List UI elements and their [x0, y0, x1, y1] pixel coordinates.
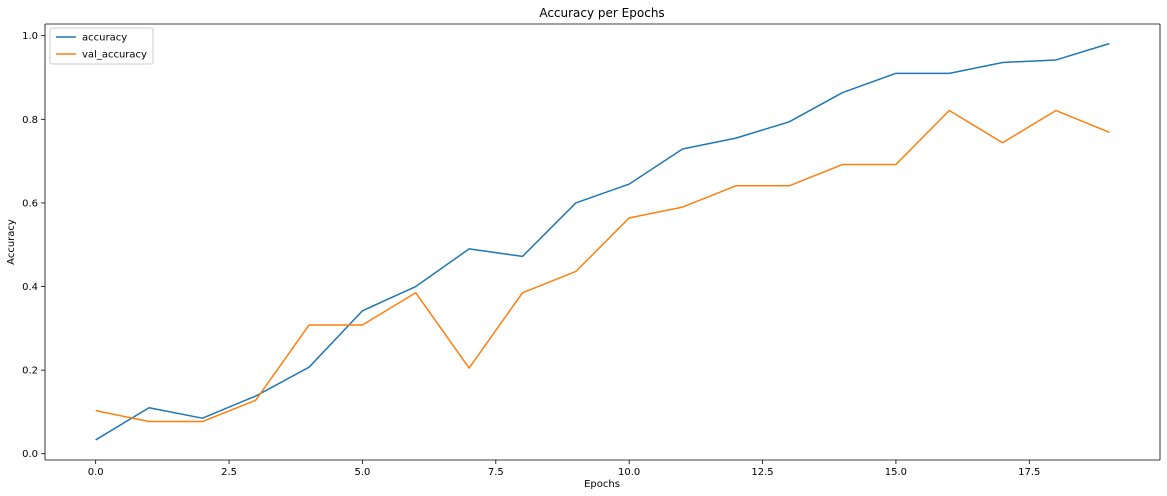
- axes-layer: [44, 23, 1161, 461]
- x-tick-label: 2.5: [221, 467, 237, 478]
- series-layer: [95, 42, 1110, 441]
- y-axis-title: Accuracy: [6, 219, 17, 265]
- x-tick-label: 15.0: [885, 467, 907, 478]
- chart-title: Accuracy per Epochs: [539, 6, 664, 20]
- y-axis-ticks: 0.0 0.2 0.4 0.6 0.8 1.0: [22, 31, 45, 460]
- plot-area: [45, 24, 1160, 460]
- x-tick-label: 7.5: [488, 467, 504, 478]
- y-tick-label: 0.2: [22, 366, 38, 377]
- x-tick-label: 5.0: [354, 467, 370, 478]
- legend: accuracy val_accuracy: [49, 27, 154, 65]
- x-axis-title: Epochs: [584, 479, 620, 490]
- x-tick-label: 10.0: [618, 467, 640, 478]
- y-tick-label: 0.8: [22, 115, 38, 126]
- y-tick-label: 1.0: [22, 31, 38, 42]
- legend-label-accuracy: accuracy: [82, 33, 127, 44]
- legend-label-val-accuracy: val_accuracy: [82, 50, 147, 61]
- x-tick-label: 12.5: [751, 467, 773, 478]
- y-tick-label: 0.4: [22, 282, 38, 293]
- y-tick-label: 0.6: [22, 198, 38, 209]
- series-line-val-accuracy: [95, 109, 1110, 423]
- x-tick-label: 0.0: [88, 467, 104, 478]
- x-tick-label: 17.5: [1018, 467, 1040, 478]
- y-tick-label: 0.0: [22, 449, 38, 460]
- x-axis-ticks: 0.0 2.5 5.0 7.5 10.0 12.5 15.0 17.5: [88, 460, 1040, 478]
- series-line-accuracy: [95, 42, 1110, 441]
